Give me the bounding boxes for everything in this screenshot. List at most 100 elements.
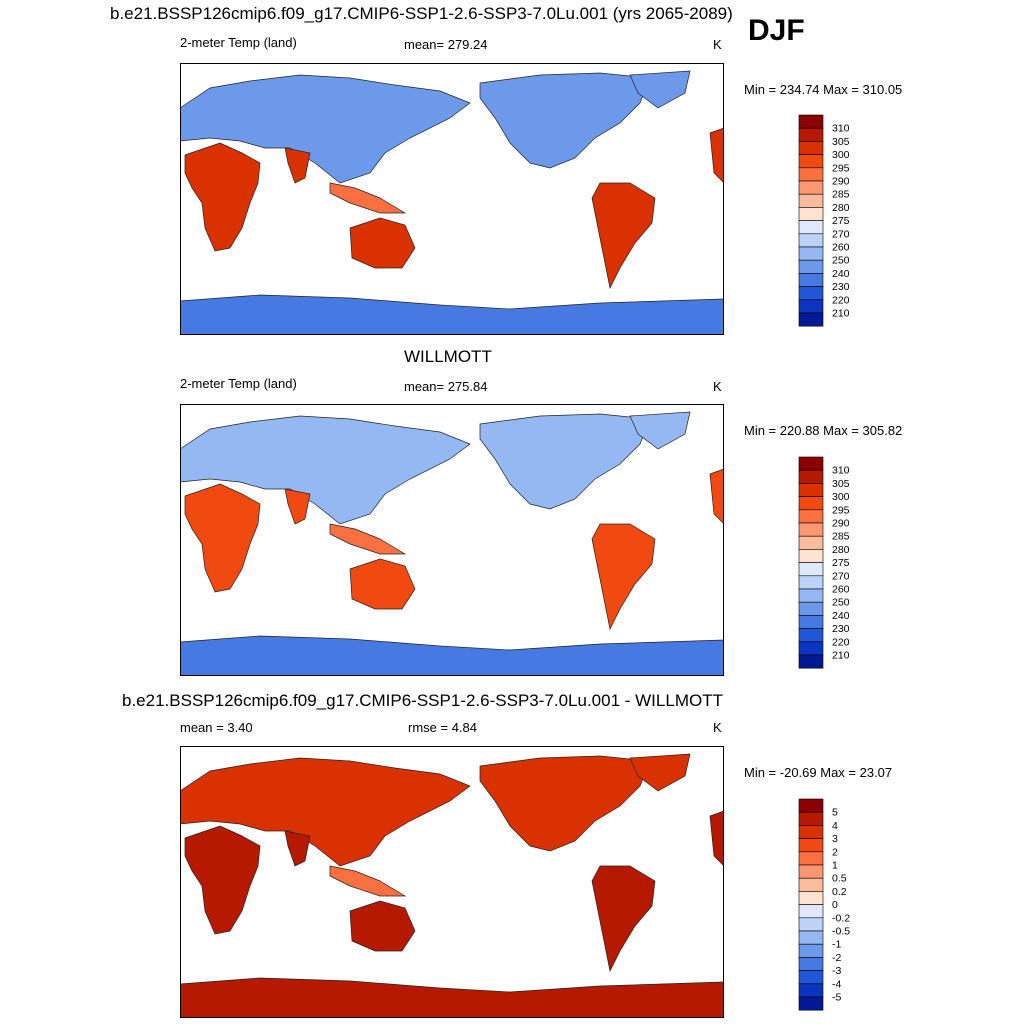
colorbar-box xyxy=(798,811,824,826)
colorbar-tick-label: -1 xyxy=(832,939,841,951)
colorbar-box xyxy=(798,983,824,998)
colorbar-tick-label: 260 xyxy=(832,242,850,254)
map-landmass xyxy=(591,523,656,631)
colorbar-box xyxy=(798,654,824,669)
map-landmass xyxy=(184,142,261,252)
colorbar-tick-label: 0.5 xyxy=(832,873,847,885)
colorbar-tick-label: 305 xyxy=(832,478,850,490)
colorbar-tick-label: 280 xyxy=(832,544,850,556)
colorbar-box xyxy=(798,154,824,169)
colorbar-tick-label: 300 xyxy=(832,491,850,503)
colorbar-tick-label: 310 xyxy=(832,123,850,135)
colorbar-box xyxy=(798,615,824,629)
colorbar-tick-label: 210 xyxy=(832,650,850,662)
colorbar-box xyxy=(798,838,824,853)
map-landmass xyxy=(629,753,691,792)
colorbar-box xyxy=(798,167,824,182)
colorbar-tick-label: 220 xyxy=(832,636,850,648)
colorbar-box xyxy=(798,628,824,643)
colorbar-tick-label: 270 xyxy=(832,570,850,582)
colorbar-box xyxy=(798,114,824,129)
panel-obs-units: K xyxy=(713,379,722,394)
map-landmass xyxy=(349,217,416,269)
colorbar-box xyxy=(798,798,824,813)
colorbar-tick-label: 0 xyxy=(832,899,838,911)
map-landmass xyxy=(329,523,407,555)
colorbar-box xyxy=(798,220,824,235)
colorbar-box xyxy=(798,496,824,511)
colorbar-tick-label: 290 xyxy=(832,518,850,530)
colorbar-box xyxy=(798,601,824,616)
colorbar-box xyxy=(798,957,824,971)
map-landmass xyxy=(629,411,691,450)
colorbar-tick-label: 0.2 xyxy=(832,886,847,898)
map-landmass xyxy=(180,635,724,676)
colorbar-box xyxy=(798,246,824,261)
colorbar-box xyxy=(798,273,824,287)
colorbar-box xyxy=(798,864,824,879)
case-title: b.e21.BSSP126cmip6.f09_g17.CMIP6-SSP1-2.… xyxy=(110,4,733,23)
colorbar-tick-label: 4 xyxy=(832,820,838,832)
map-landmass xyxy=(180,757,471,867)
colorbar-tick-label: 210 xyxy=(832,308,850,320)
map-landmass xyxy=(329,182,407,214)
panel-diff-minmax: Min = -20.69 Max = 23.07 xyxy=(744,765,893,780)
colorbar-box xyxy=(798,483,824,497)
panel-obs-mean: mean= 275.84 xyxy=(404,379,488,394)
colorbar-tick-label: 1 xyxy=(832,860,838,872)
map-landmass xyxy=(180,977,724,1018)
colorbar-box xyxy=(798,193,824,208)
map-landmass xyxy=(180,294,724,335)
panel-model-mean: mean= 279.24 xyxy=(404,37,488,52)
colorbar-box xyxy=(798,509,824,524)
colorbar-tick-label: 240 xyxy=(832,610,850,622)
colorbar-box xyxy=(798,522,824,537)
panel-diff-rmse: rmse = 4.84 xyxy=(408,720,478,735)
panel-obs-variable: 2-meter Temp (land) xyxy=(180,376,297,391)
colorbar-box xyxy=(798,259,824,274)
map-landmass xyxy=(629,70,691,109)
colorbar-box xyxy=(798,851,824,866)
map-landmass xyxy=(284,830,311,867)
colorbar-tick-label: -3 xyxy=(832,965,841,977)
map-landmass xyxy=(284,488,311,525)
colorbar-box xyxy=(798,877,824,892)
map-frame xyxy=(180,63,724,335)
map-panel-diff xyxy=(180,746,724,1018)
panel-model-variable: 2-meter Temp (land) xyxy=(180,35,297,50)
colorbar-tick-label: 230 xyxy=(832,281,850,293)
colorbar-box xyxy=(798,970,824,985)
colorbar-tick-label: 310 xyxy=(832,465,850,477)
colorbar-box xyxy=(798,904,824,919)
panel-diff-title: b.e21.BSSP126cmip6.f09_g17.CMIP6-SSP1-2.… xyxy=(122,691,723,710)
colorbar-box xyxy=(798,535,824,550)
colorbar-tick-label: 295 xyxy=(832,504,850,516)
colorbar-box xyxy=(798,575,824,590)
map-frame xyxy=(180,746,724,1018)
season-label: DJF xyxy=(748,14,805,47)
colorbar-tick-label: -0.2 xyxy=(832,912,850,924)
map-landmass xyxy=(479,72,651,169)
colorbar-tick-label: 270 xyxy=(832,228,850,240)
colorbar-box xyxy=(798,141,824,155)
map-panel-obs xyxy=(180,404,724,676)
colorbar-box xyxy=(798,943,824,958)
map-landmass xyxy=(591,865,656,973)
colorbar-box xyxy=(798,312,824,327)
colorbar-tick-label: 220 xyxy=(832,294,850,306)
colorbar-box xyxy=(798,562,824,577)
colorbar-tick-label: 2 xyxy=(832,846,838,858)
colorbar-tick-label: -5 xyxy=(832,992,841,1004)
colorbar-tick-label: -0.5 xyxy=(832,926,850,938)
colorbar-box xyxy=(798,588,824,603)
colorbar-box xyxy=(798,917,824,932)
panel-model-minmax: Min = 234.74 Max = 310.05 xyxy=(744,82,903,97)
colorbar-tick-label: 300 xyxy=(832,149,850,161)
map-landmass xyxy=(180,74,471,184)
map-landmass xyxy=(591,182,656,290)
colorbar-tick-label: 230 xyxy=(832,623,850,635)
map-landmass xyxy=(184,825,261,935)
colorbar-tick-label: 280 xyxy=(832,202,850,214)
map-landmass xyxy=(479,413,651,510)
